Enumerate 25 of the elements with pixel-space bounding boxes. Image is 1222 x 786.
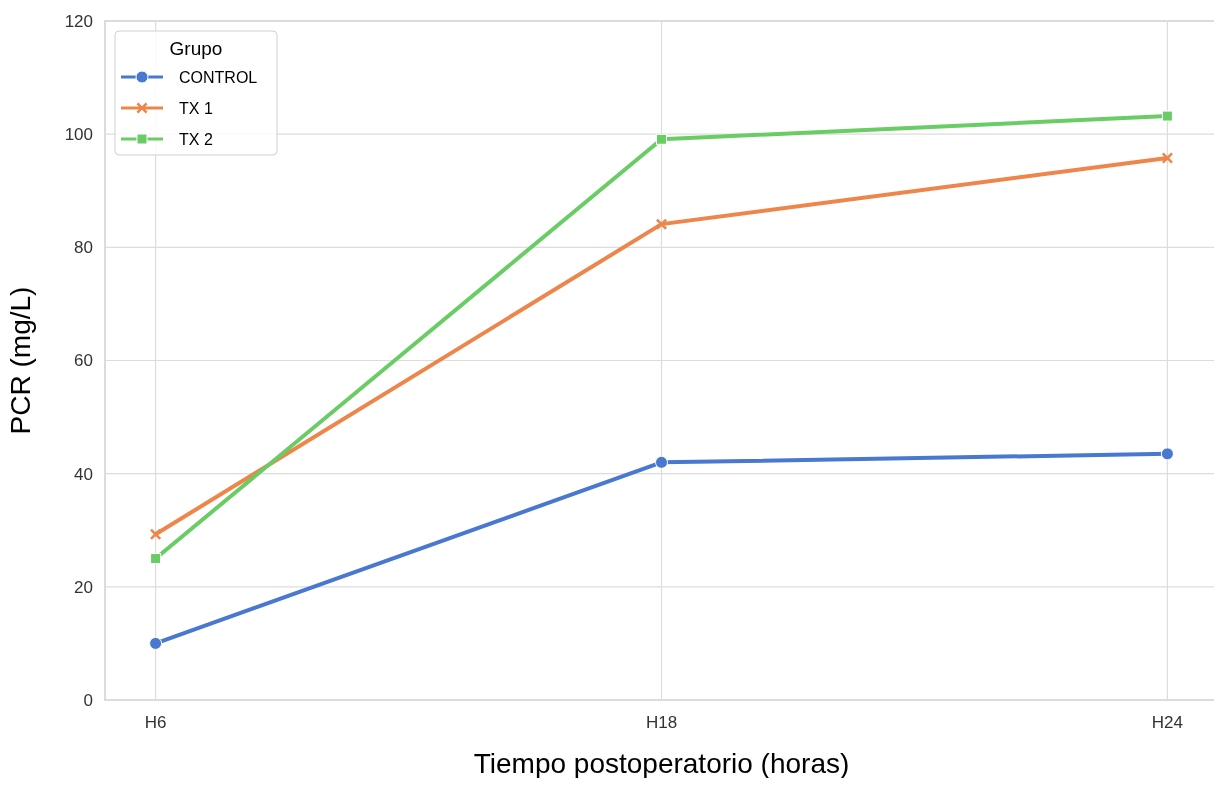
legend-label: CONTROL — [179, 68, 258, 86]
point — [655, 455, 668, 469]
x-tick-label: H6 — [144, 713, 167, 732]
y-tick-label: 20 — [74, 577, 93, 597]
x-axis-title: Tiempo postoperatorio (horas) — [473, 748, 850, 779]
y-tick-label: 40 — [74, 464, 93, 484]
point — [150, 553, 162, 565]
y-tick-label: 100 — [64, 125, 93, 145]
x-tick-label: H24 — [1151, 713, 1183, 732]
legend-label: TX 1 — [179, 99, 213, 117]
y-tick-label: 80 — [74, 238, 93, 258]
point — [1161, 152, 1173, 164]
x-tick-label: H18 — [645, 713, 678, 732]
y-tick-label: 0 — [83, 690, 93, 710]
point — [149, 636, 163, 650]
y-tick-label: 60 — [74, 351, 93, 371]
point — [656, 218, 667, 230]
point — [1160, 447, 1174, 461]
y-axis-title: PCR (mg/L) — [5, 286, 36, 435]
legend-label: TX 2 — [179, 130, 213, 148]
point — [1161, 110, 1173, 122]
legend-title: Grupo — [169, 38, 223, 59]
y-tick-label: 120 — [64, 11, 93, 31]
point — [656, 133, 667, 145]
point — [150, 528, 162, 540]
